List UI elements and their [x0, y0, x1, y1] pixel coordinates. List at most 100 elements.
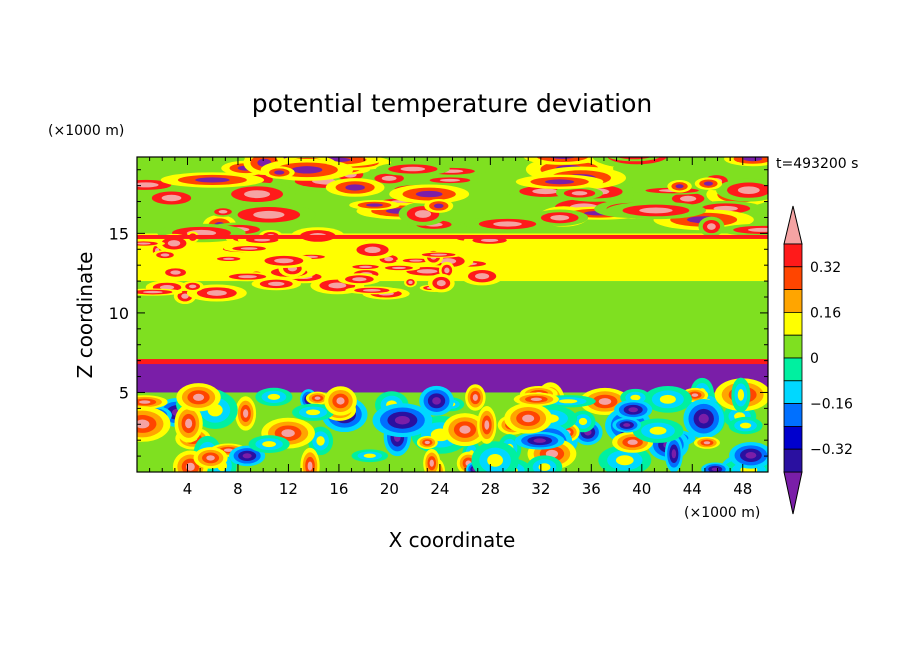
y-tick-label: 15 [109, 224, 129, 243]
field-contour [538, 463, 551, 472]
field-contour [188, 284, 197, 289]
field-contour [391, 266, 406, 270]
field-contour [630, 394, 641, 401]
field-contour [240, 247, 258, 250]
colorbar-segment [783, 334, 803, 359]
field-contour [242, 453, 252, 459]
field-contour [243, 409, 249, 418]
x-tick-label: 40 [632, 480, 651, 498]
field-contour [328, 282, 347, 289]
field-contour [244, 190, 271, 199]
field-contour [218, 210, 228, 214]
x-axis-label: X coordinate [389, 528, 516, 552]
field-contour [381, 175, 397, 181]
field-contour [137, 242, 151, 245]
colorbar-tick-label: 0.32 [810, 260, 841, 276]
x-tick-label: 36 [582, 480, 601, 498]
field-contour [558, 399, 578, 404]
time-label: t=493200 s [776, 156, 858, 172]
field-contour [680, 195, 697, 202]
field-contour [578, 417, 588, 426]
field-contour [436, 279, 446, 287]
field-contour [364, 246, 381, 253]
field-contour [649, 426, 667, 435]
field-contour [439, 258, 457, 265]
x-tick-label: 16 [329, 480, 348, 498]
field-contour [274, 258, 294, 264]
field-contour [254, 238, 271, 242]
field-contour [238, 275, 257, 279]
x-tick-label: 20 [380, 480, 399, 498]
colorbar-segment [783, 380, 803, 404]
x-tick-label: 48 [733, 480, 752, 498]
field-contour [137, 419, 150, 429]
field-contour [493, 221, 522, 227]
field-contour [253, 210, 285, 219]
field-contour [336, 397, 345, 405]
field-contour [628, 407, 638, 413]
field-contour [170, 270, 181, 275]
field-contour [545, 449, 559, 458]
colorbar-segment [783, 311, 803, 336]
field-contour [291, 166, 323, 174]
field-contour [472, 394, 478, 401]
field-contour [181, 293, 189, 299]
field-contour [675, 184, 684, 189]
field-contour [703, 181, 713, 186]
x-tick-label: 44 [683, 480, 702, 498]
field-contour [459, 425, 471, 434]
field-contour [432, 397, 441, 405]
field-contour [747, 227, 768, 232]
colorbar-segment [783, 289, 803, 313]
colorbar-segment [783, 243, 803, 268]
x-tick-label: 32 [531, 480, 550, 498]
field-contour [536, 157, 589, 162]
field-contour [137, 182, 159, 188]
field-contour [193, 393, 205, 401]
field-contour [415, 190, 443, 198]
field-contour [481, 238, 499, 243]
field-contour [745, 451, 757, 459]
colorbar-segment [783, 403, 803, 427]
field-contour [345, 184, 365, 191]
field-contour [186, 462, 195, 471]
field-contour [223, 448, 234, 452]
field-contour [307, 461, 313, 471]
field-contour [352, 277, 367, 282]
x-tick-label: 12 [279, 480, 298, 498]
heatmap-plot-area [137, 157, 768, 472]
field-contour [424, 440, 430, 445]
field-contour [639, 207, 673, 214]
field-contour [711, 467, 719, 471]
field-contour [366, 203, 383, 207]
field-contour [161, 194, 182, 202]
field-contour [623, 423, 631, 427]
field-contour [414, 210, 432, 218]
field-contour [475, 273, 490, 280]
colorbar-min-arrow [783, 471, 803, 515]
field-contour [571, 191, 588, 196]
colorbar-max-arrow [783, 205, 803, 245]
inversion-line [137, 359, 768, 365]
field-contour [206, 455, 215, 461]
field-contour [737, 186, 760, 194]
inversion-line [137, 234, 768, 239]
field-contour [703, 441, 711, 445]
field-contour [363, 289, 381, 292]
field-contour [281, 429, 295, 437]
field-contour [268, 281, 285, 286]
field-contour [195, 177, 230, 183]
field-contour [671, 449, 677, 459]
field-contour [608, 157, 661, 162]
field-contour [739, 422, 752, 429]
field-contour [429, 459, 434, 467]
field-contour [550, 214, 570, 221]
field-contour [262, 441, 276, 448]
x-tick-label: 24 [430, 480, 449, 498]
x-axis-unit: (×1000 m) [684, 505, 760, 521]
field-contour [400, 166, 426, 172]
field-contour [444, 267, 450, 274]
field-contour [698, 413, 709, 424]
field-contour [139, 400, 151, 404]
